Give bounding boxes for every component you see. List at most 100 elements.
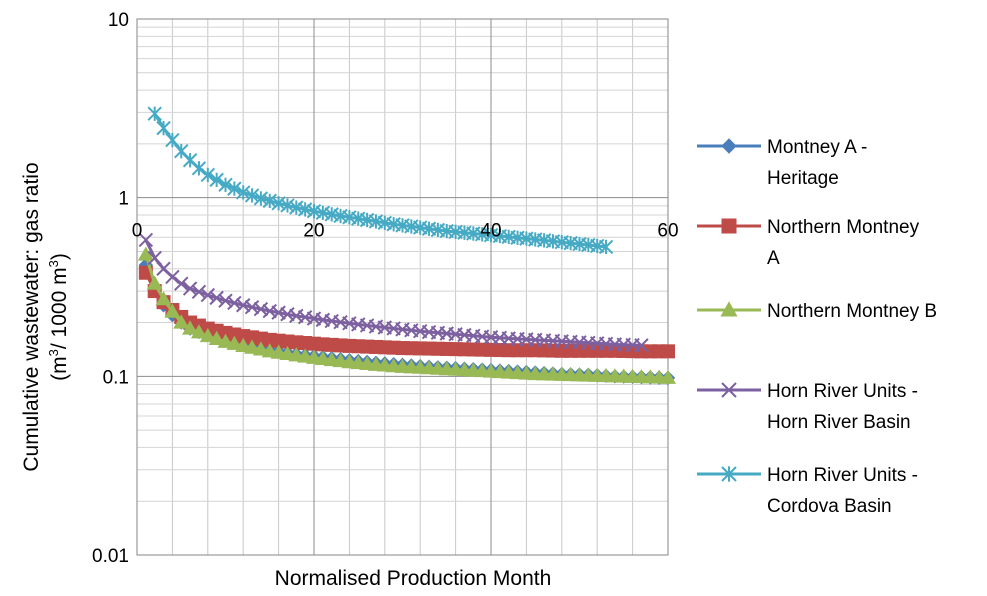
series-4 bbox=[138, 232, 649, 353]
data-point bbox=[156, 120, 171, 136]
legend-label: A bbox=[767, 248, 780, 269]
data-point bbox=[164, 303, 181, 318]
data-point bbox=[252, 341, 269, 356]
legend-label: Horn River Basin bbox=[767, 412, 911, 433]
data-point bbox=[661, 344, 675, 359]
y-axis-title-line1: Cumulative wastewater: gas ratio bbox=[20, 162, 43, 471]
y-axis-title: Cumulative wastewater: gas ratio (m3/ 10… bbox=[20, 162, 71, 471]
data-point bbox=[244, 299, 260, 315]
data-point bbox=[147, 106, 162, 121]
legend-label: Horn River Units - bbox=[767, 465, 918, 486]
legend-entry-3: Northern Montney B bbox=[697, 301, 937, 322]
y-tick-label: 0.01 bbox=[92, 546, 129, 567]
data-point bbox=[200, 287, 216, 303]
plot-area-frame bbox=[136, 18, 669, 556]
data-point bbox=[253, 191, 269, 206]
data-point bbox=[261, 343, 278, 358]
series-5 bbox=[147, 106, 614, 255]
data-point bbox=[289, 200, 304, 215]
data-point bbox=[209, 290, 224, 306]
x-tick-label: 60 bbox=[657, 221, 678, 242]
data-point bbox=[297, 348, 314, 363]
legend-swatch-marker bbox=[721, 466, 737, 482]
legend-label: Horn River Units - bbox=[767, 381, 918, 402]
data-point bbox=[217, 333, 234, 348]
legend-label: Northern Montney bbox=[767, 217, 920, 238]
data-point bbox=[271, 196, 286, 211]
legend-label: Heritage bbox=[767, 168, 839, 189]
data-point bbox=[253, 301, 269, 317]
x-tick-label: 0 bbox=[132, 221, 143, 242]
x-tick-label: 20 bbox=[303, 221, 324, 242]
data-point bbox=[244, 339, 261, 354]
y-unit-post: ) bbox=[48, 253, 71, 260]
data-point bbox=[235, 298, 251, 313]
data-point bbox=[155, 291, 172, 306]
data-point bbox=[226, 335, 243, 350]
series-layer bbox=[137, 106, 677, 386]
data-point bbox=[199, 327, 216, 343]
legend-label: Northern Montney B bbox=[767, 301, 937, 322]
x-tick-labels: 0 20 40 60 bbox=[132, 221, 679, 242]
data-point bbox=[191, 161, 207, 176]
data-point bbox=[227, 181, 242, 196]
legend-swatch-marker bbox=[721, 138, 737, 154]
legend-entry-1: Montney A - Heritage bbox=[697, 137, 867, 189]
data-point bbox=[173, 314, 190, 329]
x-tick-label: 40 bbox=[480, 221, 501, 242]
data-point bbox=[218, 293, 233, 308]
y-unit-sup2: 3 bbox=[46, 260, 61, 267]
data-point bbox=[191, 284, 207, 300]
data-point bbox=[235, 337, 252, 352]
minor-gridlines bbox=[136, 19, 669, 555]
data-point bbox=[138, 232, 154, 248]
data-point bbox=[147, 250, 162, 266]
data-point bbox=[659, 369, 677, 384]
data-point bbox=[208, 330, 225, 345]
data-point bbox=[200, 167, 216, 183]
y-unit-pre: (m bbox=[48, 356, 71, 381]
data-point bbox=[190, 324, 207, 339]
x-axis-title: Normalised Production Month bbox=[275, 567, 552, 590]
y-tick-labels: 0.01 0.1 1 10 bbox=[92, 10, 129, 567]
data-point bbox=[305, 349, 323, 364]
series-1 bbox=[138, 257, 676, 386]
legend-swatch-marker bbox=[720, 301, 738, 317]
legend-label: Montney A - bbox=[767, 137, 867, 158]
y-unit-mid: / 1000 m bbox=[48, 267, 71, 349]
data-point bbox=[227, 295, 242, 311]
data-point bbox=[598, 239, 614, 255]
data-point bbox=[235, 185, 251, 200]
legend-swatch-marker bbox=[721, 382, 737, 398]
data-point bbox=[297, 202, 313, 217]
data-point bbox=[288, 347, 305, 362]
data-point bbox=[165, 132, 180, 148]
y-tick-label: 1 bbox=[118, 189, 129, 210]
series-line bbox=[153, 112, 607, 249]
y-unit-sup1: 3 bbox=[46, 349, 61, 356]
data-point bbox=[280, 198, 295, 213]
y-axis-title-line2: (m3/ 1000 m3) bbox=[46, 253, 71, 381]
data-point bbox=[165, 269, 180, 285]
legend-entry-2: Northern Montney A bbox=[697, 217, 920, 269]
y-tick-label: 10 bbox=[108, 10, 129, 31]
series-line bbox=[144, 264, 669, 380]
major-gridlines bbox=[136, 18, 669, 556]
legend-label: Cordova Basin bbox=[767, 496, 892, 517]
legend-entry-5: Horn River Units - Cordova Basin bbox=[697, 465, 918, 517]
series-line bbox=[144, 254, 669, 380]
data-point bbox=[182, 281, 198, 296]
data-point bbox=[182, 320, 199, 335]
data-point bbox=[270, 344, 287, 359]
data-point bbox=[244, 188, 260, 203]
data-point bbox=[218, 177, 233, 193]
data-point bbox=[280, 307, 295, 322]
data-point bbox=[262, 303, 277, 319]
legend-entry-4: Horn River Units - Horn River Basin bbox=[697, 381, 918, 433]
data-point bbox=[279, 345, 296, 361]
data-point bbox=[174, 276, 189, 291]
data-point bbox=[262, 193, 277, 209]
data-point bbox=[146, 275, 163, 290]
